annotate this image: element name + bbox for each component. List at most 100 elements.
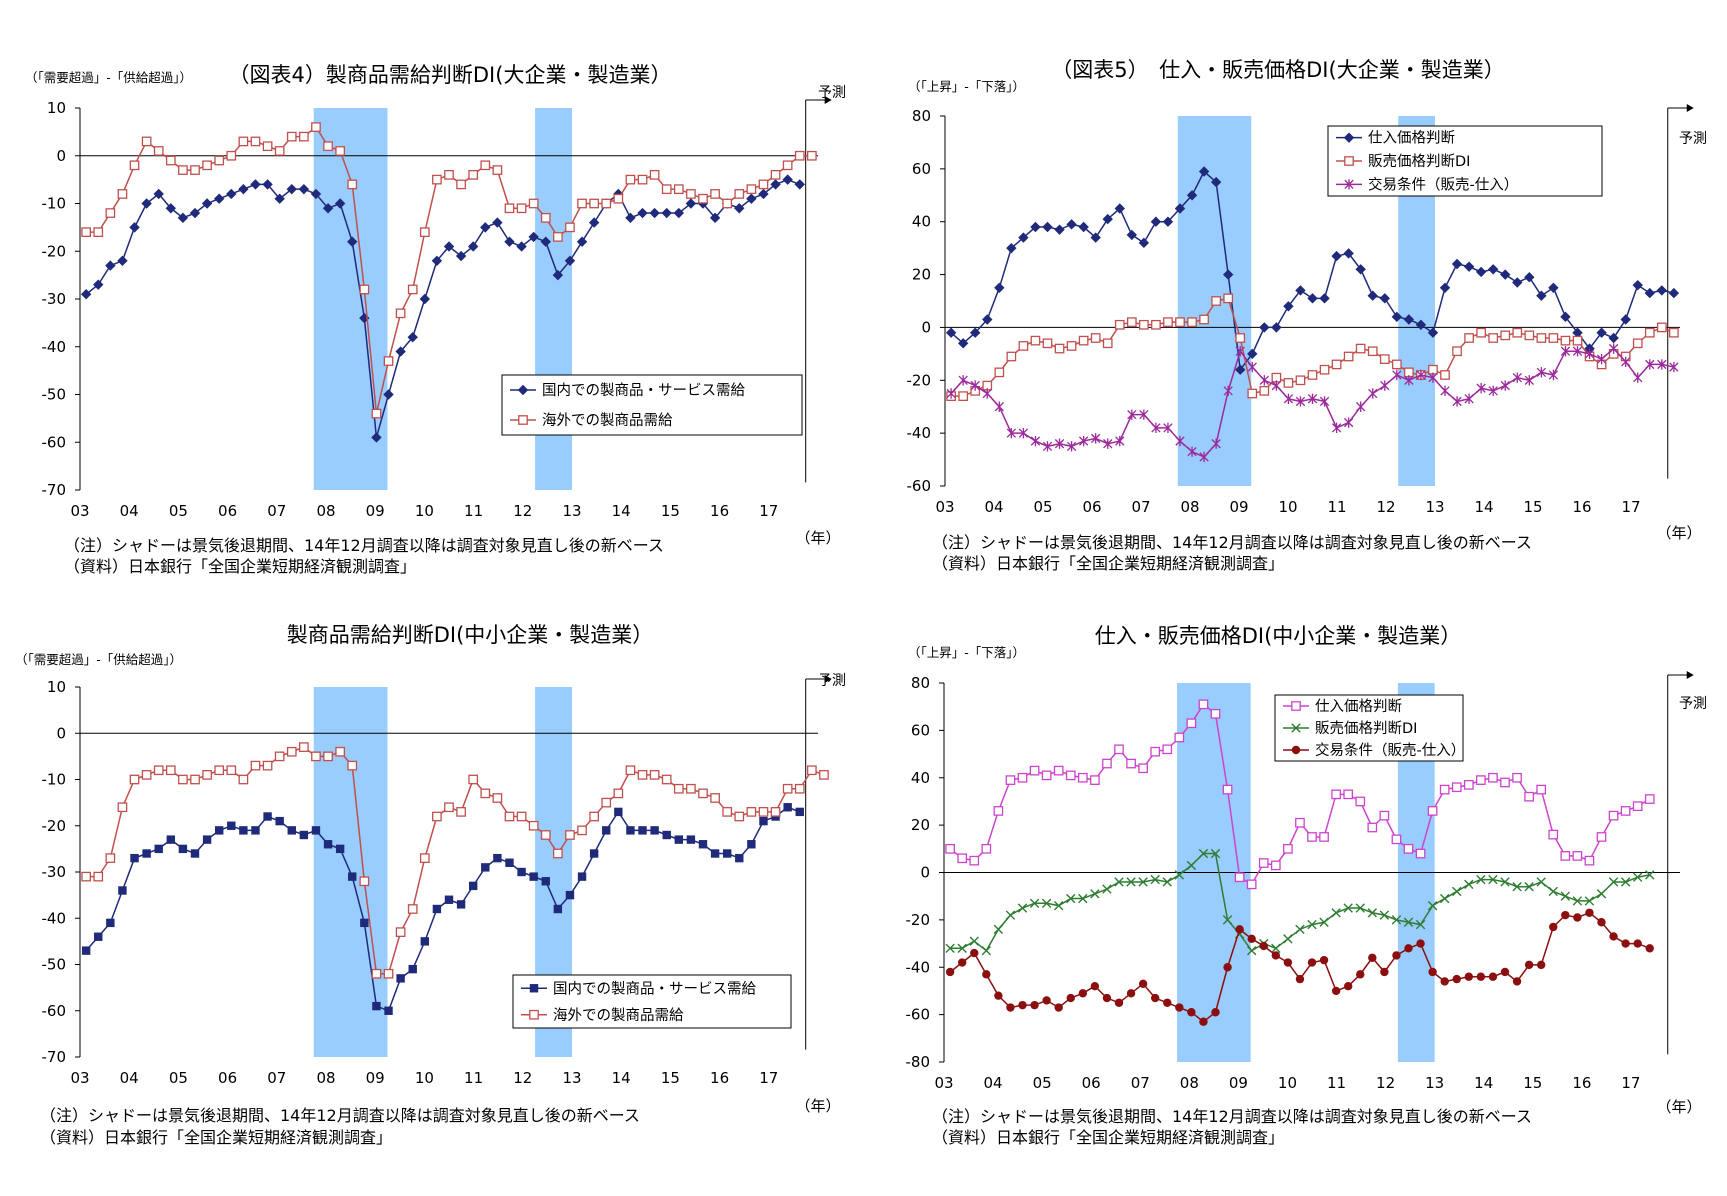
data-point bbox=[1536, 367, 1547, 378]
data-point bbox=[274, 193, 285, 204]
chart-title: 仕入・販売価格DI(中小企業・製造業） bbox=[1095, 624, 1462, 648]
data-point bbox=[1054, 343, 1065, 354]
data-point bbox=[552, 269, 564, 281]
data-point bbox=[1199, 1017, 1208, 1026]
data-point bbox=[396, 974, 405, 983]
data-point bbox=[118, 886, 127, 895]
x-tick-label: 14 bbox=[612, 1069, 631, 1087]
note-shadow: （注）シャドーは景気後退期間、14年12月調査以降は調査対象見直し後の新ベース bbox=[64, 536, 664, 555]
data-point bbox=[758, 188, 769, 200]
data-point bbox=[1343, 789, 1354, 800]
x-tick-label: 10 bbox=[415, 502, 434, 520]
data-point bbox=[348, 872, 357, 881]
y-tick-label: -30 bbox=[42, 863, 67, 881]
data-point bbox=[335, 746, 345, 757]
x-tick-label: 12 bbox=[513, 502, 532, 520]
data-point bbox=[1536, 960, 1546, 970]
data-point bbox=[722, 849, 732, 858]
data-point bbox=[1356, 401, 1366, 412]
x-tick-label: 14 bbox=[1474, 498, 1493, 516]
data-point bbox=[1271, 951, 1281, 960]
x-tick-label: 09 bbox=[1229, 498, 1248, 516]
data-point bbox=[1246, 879, 1257, 890]
data-point bbox=[419, 293, 431, 305]
data-point bbox=[1392, 369, 1402, 381]
data-point bbox=[794, 150, 805, 161]
data-point bbox=[1368, 953, 1377, 962]
data-point bbox=[698, 193, 708, 204]
data-point bbox=[1656, 285, 1668, 296]
data-point bbox=[1078, 435, 1089, 447]
data-point bbox=[1235, 364, 1246, 375]
data-point bbox=[141, 198, 152, 209]
legend-label: 販売価格判断DI bbox=[1368, 153, 1470, 170]
data-point bbox=[1211, 296, 1221, 306]
data-point bbox=[177, 212, 189, 224]
x-tick-label: 06 bbox=[218, 502, 237, 520]
data-point bbox=[1572, 851, 1583, 861]
data-point bbox=[945, 327, 957, 338]
data-point bbox=[467, 241, 479, 252]
data-point bbox=[637, 770, 648, 780]
chart-svg: 仕入・販売価格DI(中小企業・製造業） （「上昇」-「下落」） 80 60 40 20 0 -… bbox=[906, 624, 1708, 1116]
data-point bbox=[661, 207, 672, 219]
data-point bbox=[81, 227, 91, 237]
x-tick-label: 15 bbox=[1523, 1074, 1542, 1092]
data-point bbox=[468, 881, 478, 891]
data-point bbox=[1428, 967, 1437, 977]
data-point bbox=[1066, 993, 1075, 1003]
data-point bbox=[444, 895, 454, 904]
data-point bbox=[1222, 269, 1234, 280]
legend-box bbox=[501, 374, 803, 436]
data-point bbox=[1102, 758, 1112, 769]
data-point bbox=[153, 188, 164, 200]
data-point bbox=[1524, 272, 1535, 283]
data-point bbox=[371, 968, 382, 979]
data-point bbox=[553, 904, 563, 914]
data-point bbox=[1608, 332, 1619, 344]
data-point bbox=[1018, 427, 1029, 439]
x-tick-label: 16 bbox=[1572, 498, 1591, 516]
data-point bbox=[722, 198, 733, 209]
data-point bbox=[993, 806, 1004, 816]
data-point bbox=[1198, 699, 1209, 710]
data-point bbox=[982, 388, 992, 399]
data-point bbox=[794, 179, 805, 190]
x-tick-label: 11 bbox=[1327, 498, 1346, 516]
x-tick-label: 07 bbox=[267, 1069, 286, 1087]
data-point bbox=[1114, 877, 1124, 887]
data-point bbox=[239, 826, 248, 835]
data-point bbox=[1259, 386, 1270, 396]
data-point bbox=[1415, 919, 1426, 930]
data-point bbox=[117, 189, 128, 199]
data-point bbox=[601, 797, 612, 808]
data-point bbox=[650, 826, 659, 835]
data-point bbox=[311, 826, 321, 835]
x-tick-label: 07 bbox=[1131, 1074, 1150, 1092]
data-point bbox=[1138, 237, 1150, 249]
data-point bbox=[1223, 963, 1232, 972]
x-tick-label: 10 bbox=[415, 1069, 434, 1087]
data-point bbox=[1319, 396, 1330, 407]
forecast-arrowhead bbox=[1686, 671, 1694, 679]
data-point bbox=[480, 788, 491, 799]
x-tick-label: 09 bbox=[1229, 1074, 1248, 1092]
x-tick-label: 07 bbox=[1131, 498, 1150, 516]
data-point bbox=[1464, 879, 1474, 890]
data-point bbox=[1632, 801, 1643, 812]
data-point bbox=[637, 207, 648, 219]
x-tick-label: 04 bbox=[120, 502, 139, 520]
data-point bbox=[201, 198, 213, 209]
data-point bbox=[1114, 319, 1125, 330]
data-point bbox=[994, 282, 1005, 293]
data-point bbox=[564, 255, 576, 266]
data-point bbox=[1439, 893, 1450, 904]
data-point bbox=[807, 765, 817, 776]
data-point bbox=[1549, 922, 1558, 932]
x-tick-label: 14 bbox=[612, 502, 631, 520]
data-point bbox=[1536, 333, 1547, 343]
data-point bbox=[1451, 258, 1463, 270]
data-point bbox=[981, 945, 992, 956]
data-point bbox=[1608, 343, 1619, 354]
data-point bbox=[262, 179, 273, 190]
